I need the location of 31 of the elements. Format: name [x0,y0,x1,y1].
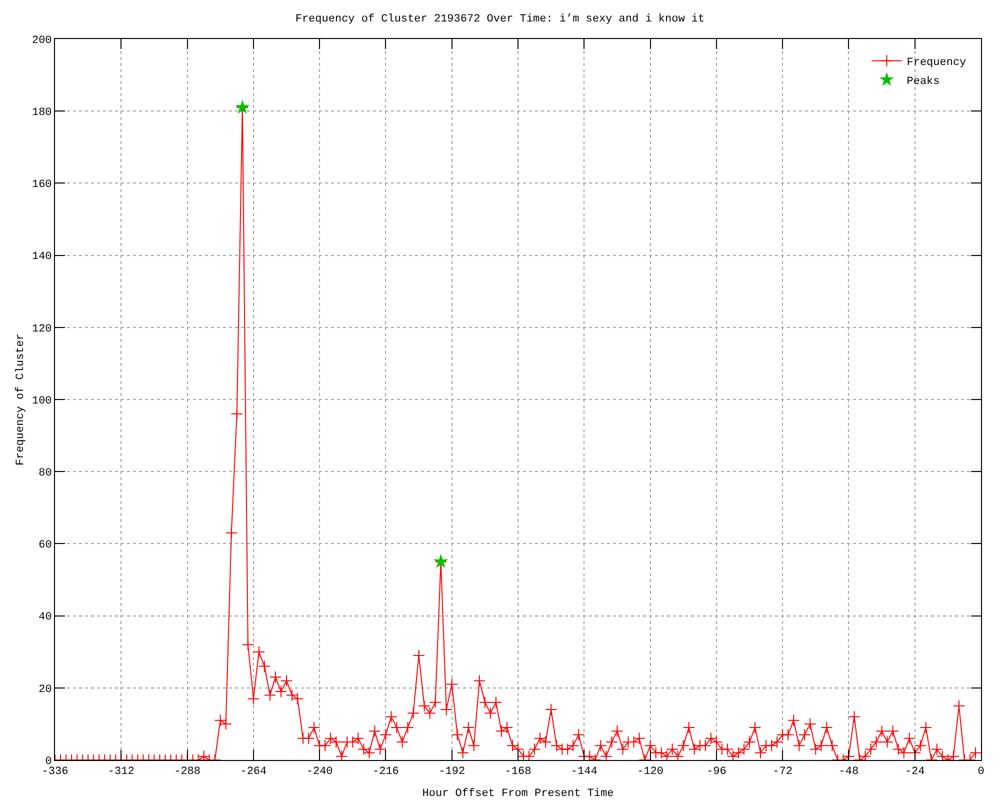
x-tick-label: -168 [504,766,532,778]
x-tick-label: -240 [306,766,333,778]
y-tick-label: 180 [32,106,52,119]
x-tick-label: -336 [42,766,68,778]
x-tick-label: -48 [838,766,859,778]
chart-title: Frequency of Cluster 2193672 Over Time: i’m sexy and i know it [295,13,705,26]
y-tick-label: 200 [32,34,52,47]
x-tick-label: -312 [108,766,134,778]
y-axis-title: Frequency of Cluster [15,333,27,466]
y-tick-label: 0 [45,756,52,768]
y-tick-label: 120 [32,323,52,336]
y-tick-label: 40 [38,612,52,624]
x-tick-label: -216 [372,766,399,778]
x-tick-label: -120 [637,766,664,778]
x-tick-label: -24 [904,766,926,778]
x-tick-label: -192 [438,766,466,778]
y-tick-label: 100 [32,395,52,408]
legend-label: Peaks [906,76,940,88]
y-tick-label: 80 [38,467,52,480]
x-tick-label: -288 [174,766,200,778]
x-tick-label: -96 [706,766,726,778]
x-tick-label: -144 [570,766,598,778]
legend-label: Frequency [906,57,967,69]
y-tick-label: 20 [38,684,52,696]
y-tick-label: 140 [32,251,52,264]
y-tick-label: 60 [38,540,52,552]
x-tick-label: 0 [978,766,984,778]
y-tick-label: 160 [32,179,52,192]
x-axis-title: Hour Offset From Present Time [422,788,614,800]
x-tick-label: -264 [240,766,268,778]
x-tick-label: -72 [772,766,792,778]
